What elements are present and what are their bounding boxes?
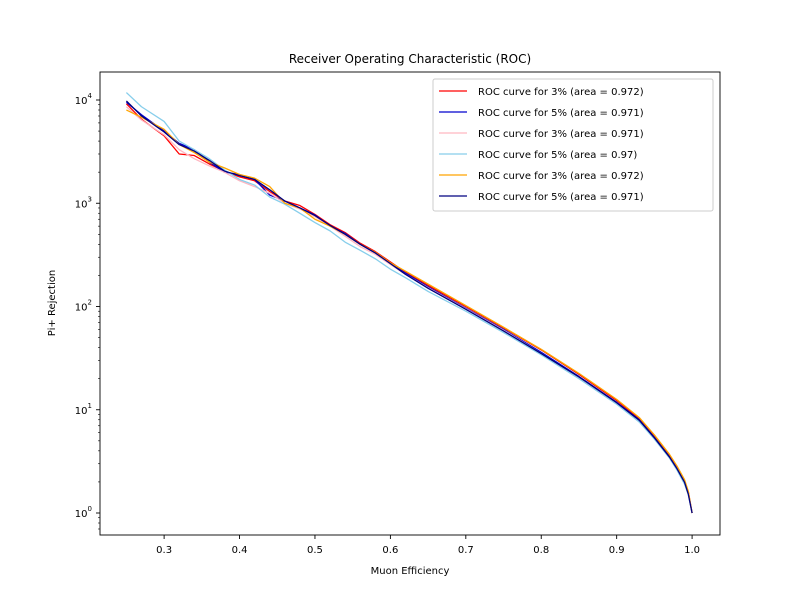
x-tick-label: 0.6 <box>382 545 398 556</box>
series-line-6 <box>125 100 693 514</box>
legend-label: ROC curve for 5% (area = 0.971) <box>478 192 644 203</box>
chart-title: Receiver Operating Characteristic (ROC) <box>289 52 531 66</box>
legend-label: ROC curve for 5% (area = 0.971) <box>478 108 644 119</box>
x-tick-label: 0.7 <box>458 545 474 556</box>
x-axis-label: Muon Efficiency <box>371 566 450 577</box>
legend-box <box>432 78 714 212</box>
y-tick-label: 100 <box>75 505 92 520</box>
y-axis-label: Pi+ Rejection <box>47 270 58 336</box>
x-tick-label: 1.0 <box>684 545 700 556</box>
legend-label: ROC curve for 5% (area = 0.97) <box>478 150 637 161</box>
x-tick-label: 0.3 <box>156 545 172 556</box>
y-tick-label: 104 <box>75 92 93 107</box>
x-tick-label: 0.5 <box>307 545 323 556</box>
y-tick-label: 101 <box>75 402 92 417</box>
y-tick-label: 103 <box>75 195 92 210</box>
y-tick-label: 102 <box>75 299 92 314</box>
x-tick-label: 0.8 <box>533 545 549 556</box>
x-tick-label: 0.4 <box>232 545 248 556</box>
legend-label: ROC curve for 3% (area = 0.972) <box>478 87 644 98</box>
legend: ROC curve for 3% (area = 0.972) ROC curve… <box>432 78 714 212</box>
plot-area: 0.3 0.4 0.5 0.6 0.7 0.8 0.9 1.0 100 101 102 103 104 <box>75 71 721 556</box>
plot-frame <box>99 71 721 536</box>
legend-label: ROC curve for 3% (area = 0.972) <box>478 171 644 182</box>
series-line-4 <box>125 92 693 514</box>
x-tick-label: 0.9 <box>609 545 625 556</box>
series-lines <box>125 92 693 514</box>
legend-label: ROC curve for 3% (area = 0.971) <box>478 129 644 140</box>
